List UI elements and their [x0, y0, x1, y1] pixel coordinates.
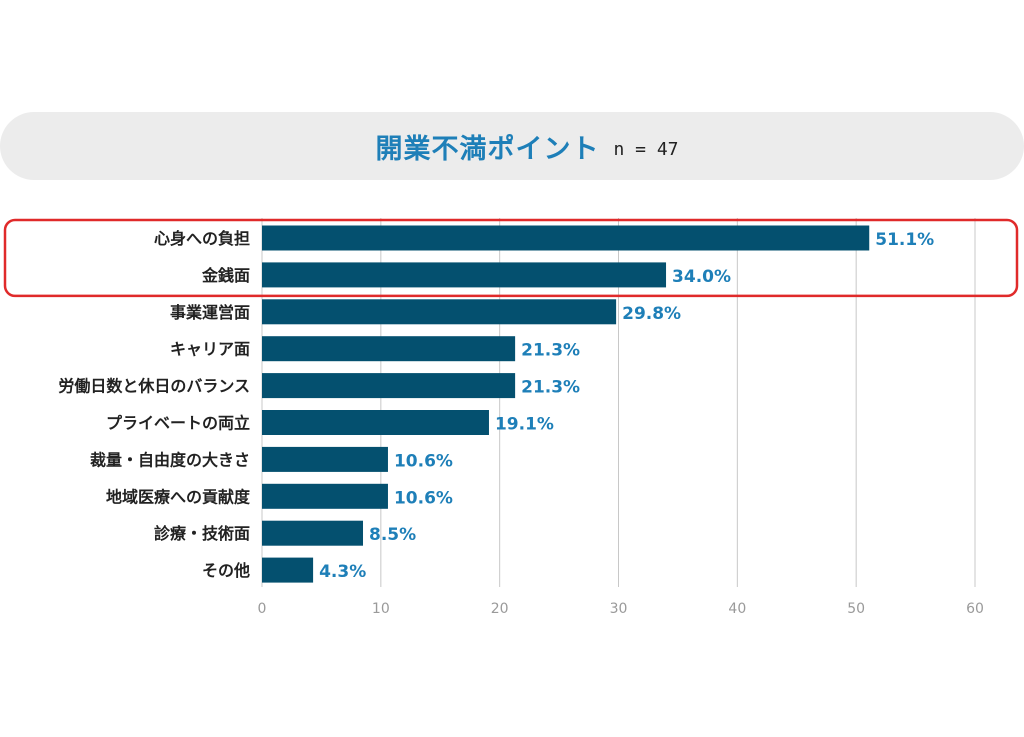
value-label: 8.5%	[369, 525, 416, 545]
category-label: 心身への負担	[154, 229, 250, 248]
title-bar	[0, 112, 1024, 180]
bar	[262, 483, 388, 509]
bar	[262, 520, 364, 546]
x-tick-label: 40	[728, 601, 746, 617]
x-tick-label: 20	[491, 601, 509, 617]
x-tick-label: 50	[847, 601, 865, 617]
x-tick-label: 30	[610, 601, 628, 617]
category-label: 診療・技術面	[154, 524, 250, 543]
category-label: 労働日数と休日のバランス	[58, 377, 250, 396]
bar	[262, 410, 489, 435]
category-label: 事業運営面	[170, 303, 250, 322]
x-tick-label: 60	[966, 601, 984, 617]
value-label: 21.3%	[521, 341, 580, 361]
title-row: 開業不満ポイント n = 47	[0, 112, 1024, 180]
bar	[262, 446, 388, 472]
value-label: 29.8%	[622, 304, 681, 324]
chart-title: 開業不満ポイント	[375, 133, 600, 165]
value-label: 51.1%	[875, 230, 934, 250]
value-label: 10.6%	[394, 451, 453, 471]
x-tick-label: 10	[372, 601, 390, 617]
sample-size: n = 47	[613, 138, 679, 160]
bar	[262, 336, 516, 362]
category-label: プライベートの両立	[106, 414, 250, 433]
value-label: 4.3%	[319, 562, 366, 582]
bar	[262, 299, 617, 325]
x-tick-label: 0	[258, 601, 267, 617]
value-label: 34.0%	[672, 267, 731, 287]
bar	[262, 225, 870, 251]
bar	[262, 557, 314, 583]
value-label: 10.6%	[394, 488, 453, 508]
category-label: その他	[202, 561, 250, 580]
value-label: 21.3%	[521, 378, 580, 398]
category-label: 地域医療への貢献度	[106, 487, 251, 506]
value-label: 19.1%	[495, 415, 554, 435]
category-label: 裁量・自由度の大きさ	[90, 450, 250, 469]
category-label: 金銭面	[201, 266, 250, 285]
category-label: キャリア面	[170, 340, 250, 359]
bar	[262, 373, 516, 399]
highlight-box	[3, 218, 1019, 298]
bar	[262, 262, 667, 288]
